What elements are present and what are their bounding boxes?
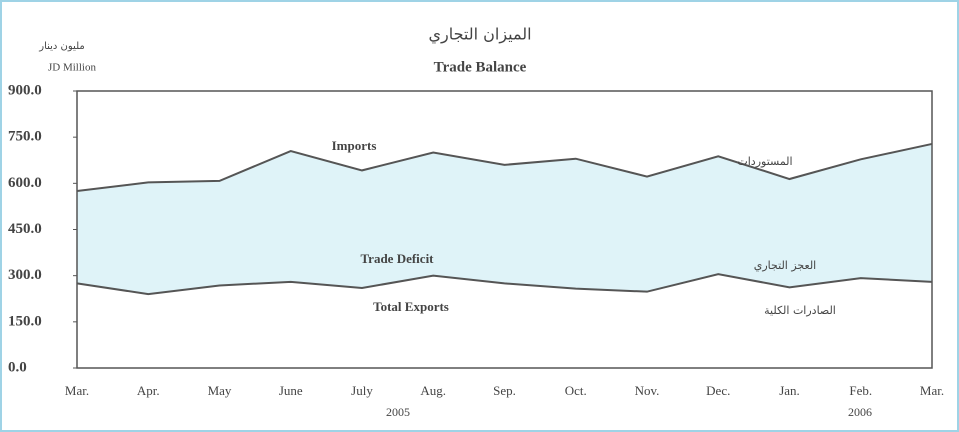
annotation: المستوردات — [737, 155, 792, 168]
y-tick-label: 750.0 — [8, 129, 42, 145]
y-tick-label: 150.0 — [8, 313, 42, 329]
y-tick-label: 450.0 — [8, 221, 42, 237]
annotation: الصادرات الكلية — [764, 304, 836, 317]
year-label: 2005 — [386, 405, 410, 419]
annotation: العجز التجاري — [754, 259, 816, 272]
x-tick-label: Mar. — [65, 383, 89, 398]
x-tick-label: Feb. — [849, 383, 872, 398]
y-tick-label: 900.0 — [8, 82, 42, 98]
y-label-ar: مليون دينار — [38, 41, 85, 52]
series-line — [76, 273, 933, 296]
series-label: Total Exports — [373, 299, 449, 314]
y-label: JD Million — [48, 62, 96, 74]
x-tick-label: Aug. — [420, 383, 446, 398]
y-tick-label: 300.0 — [8, 267, 42, 283]
series-label: Imports — [332, 138, 377, 153]
x-tick-label: Apr. — [137, 383, 160, 398]
x-tick-label: Jan. — [779, 383, 800, 398]
y-tick-label: 0.0 — [8, 359, 27, 375]
chart-title: الميزان التجاري — [428, 25, 531, 45]
x-tick-label: July — [351, 383, 373, 398]
series-line — [76, 142, 933, 193]
x-tick-label: Dec. — [706, 383, 730, 398]
x-tick-label: Nov. — [635, 383, 660, 398]
year-label: 2006 — [848, 405, 872, 419]
x-tick-label: Sep. — [493, 383, 516, 398]
chart-subtitle: Trade Balance — [434, 59, 527, 75]
annotation: Trade Deficit — [360, 251, 434, 266]
x-tick-label: June — [279, 383, 303, 398]
y-tick-label: 600.0 — [8, 175, 42, 191]
deficit-area — [77, 143, 932, 295]
x-tick-label: Mar. — [920, 383, 944, 398]
x-tick-label: Oct. — [565, 383, 587, 398]
x-tick-label: May — [208, 383, 232, 398]
